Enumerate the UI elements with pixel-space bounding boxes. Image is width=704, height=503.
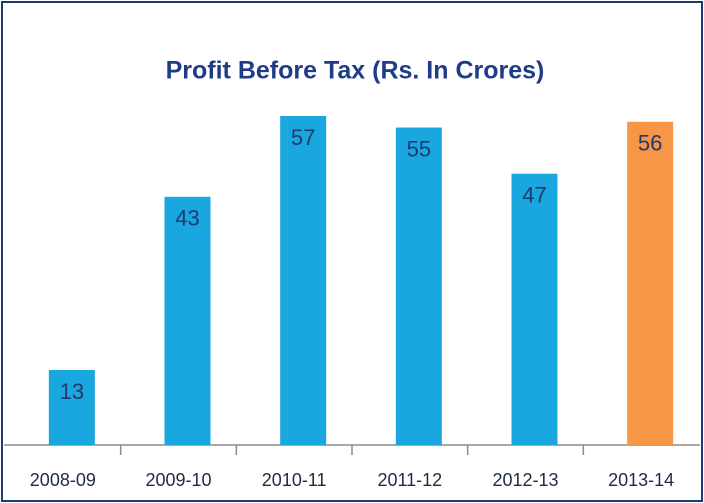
- bar: [627, 121, 674, 446]
- data-label: 43: [175, 206, 199, 231]
- bar: [164, 196, 211, 445]
- bar: [395, 127, 442, 446]
- x-tick-label: 2010-11: [262, 470, 327, 490]
- x-tick-label: 2008-09: [30, 470, 96, 490]
- data-label: 55: [407, 136, 431, 161]
- data-label: 47: [522, 183, 546, 208]
- x-tick-label: 2012-13: [492, 470, 558, 490]
- data-label: 13: [60, 379, 84, 404]
- bar: [48, 369, 95, 445]
- chart-title: Profit Before Tax (Rs. In Crores): [166, 57, 545, 85]
- data-label: 57: [291, 125, 315, 150]
- bar: [511, 173, 558, 445]
- data-label: 56: [638, 131, 662, 156]
- bar: [280, 116, 327, 445]
- x-tick-label: 2013-14: [608, 470, 674, 490]
- x-tick-label: 2011-12: [377, 470, 442, 490]
- x-tick-label: 2009-10: [145, 470, 211, 490]
